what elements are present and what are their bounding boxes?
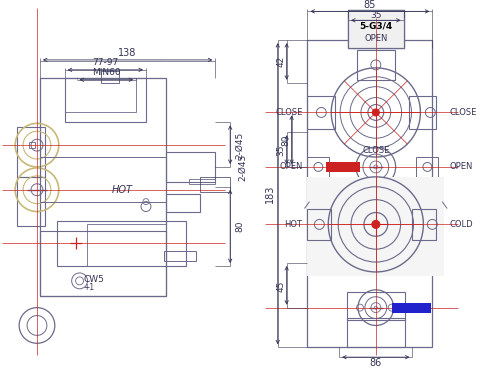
Bar: [64, 78, 136, 112]
Text: 42: 42: [276, 55, 285, 66]
Bar: [308, 177, 444, 276]
Bar: [348, 10, 404, 48]
Bar: [308, 157, 330, 177]
Text: 5-G3/4: 5-G3/4: [359, 22, 392, 31]
Text: 80: 80: [236, 220, 244, 232]
Text: 138: 138: [118, 48, 137, 58]
Text: OPEN: OPEN: [449, 162, 472, 171]
Text: HOT: HOT: [284, 220, 302, 229]
Text: 80: 80: [281, 134, 290, 146]
Bar: [308, 40, 432, 347]
Bar: [416, 157, 438, 177]
Text: HOT: HOT: [112, 185, 132, 195]
Text: 45: 45: [276, 280, 285, 291]
Bar: [17, 127, 45, 177]
Bar: [164, 251, 196, 261]
Bar: [347, 292, 405, 320]
Bar: [29, 142, 35, 148]
Bar: [357, 50, 395, 80]
Bar: [64, 78, 146, 122]
Text: 35: 35: [370, 11, 382, 20]
Text: CLOSE: CLOSE: [449, 108, 476, 117]
Bar: [200, 177, 230, 192]
Bar: [408, 96, 436, 129]
Text: 35: 35: [276, 144, 285, 156]
Circle shape: [372, 109, 380, 116]
Bar: [102, 71, 119, 83]
Bar: [308, 96, 335, 129]
Bar: [57, 221, 186, 266]
Bar: [188, 179, 216, 184]
Bar: [166, 152, 216, 182]
Bar: [40, 231, 166, 296]
Text: +1: +1: [84, 283, 94, 292]
Bar: [166, 194, 200, 211]
Text: COLD: COLD: [449, 220, 473, 229]
Text: 85: 85: [364, 0, 376, 10]
Bar: [348, 10, 404, 48]
Bar: [412, 209, 436, 240]
Bar: [347, 318, 405, 347]
Bar: [326, 162, 360, 172]
Text: 2-Ø45: 2-Ø45: [236, 132, 244, 159]
Bar: [40, 78, 166, 296]
Text: 183: 183: [265, 184, 275, 203]
Text: 2-Ø45: 2-Ø45: [238, 153, 247, 181]
Bar: [40, 157, 166, 202]
Text: CW5: CW5: [84, 275, 104, 284]
Bar: [392, 303, 432, 313]
Text: CLOSE: CLOSE: [362, 146, 390, 154]
Bar: [308, 209, 331, 240]
Text: 77-97: 77-97: [92, 58, 118, 68]
Text: MIN60: MIN60: [92, 68, 120, 77]
Bar: [86, 224, 166, 266]
Text: CLOSE: CLOSE: [275, 108, 302, 117]
Bar: [17, 177, 45, 226]
Circle shape: [372, 220, 380, 228]
Text: 86: 86: [370, 358, 382, 368]
Text: OPEN: OPEN: [279, 162, 302, 171]
Text: OPEN: OPEN: [364, 34, 388, 43]
